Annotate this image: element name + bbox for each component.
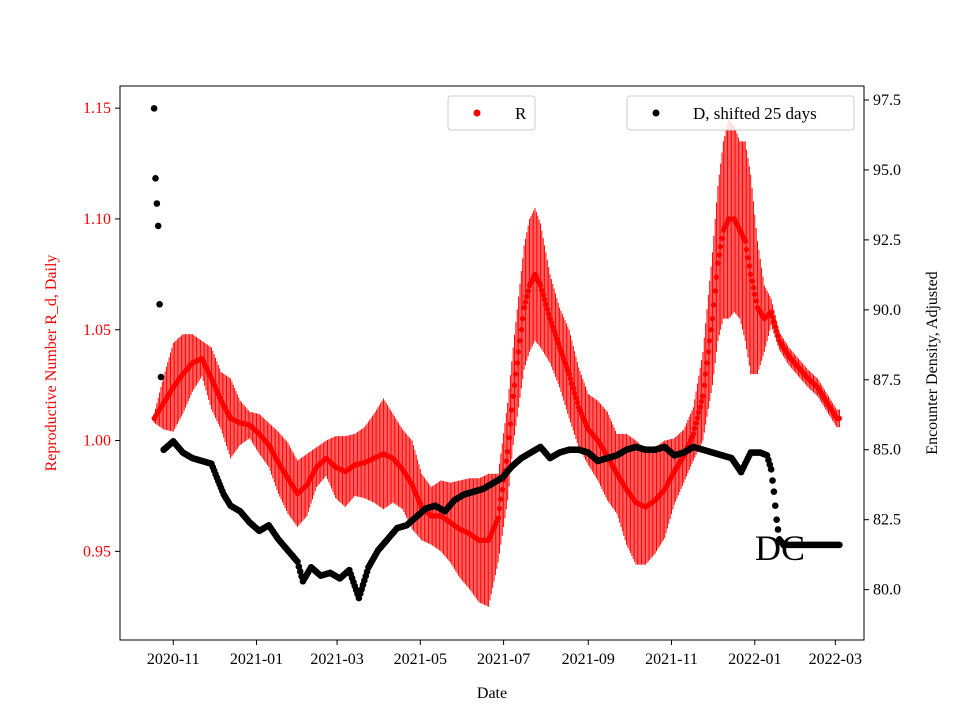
left-axis-label: Reproductive Number R_d, Daily: [43, 255, 60, 472]
x-tick-label: 2022-03: [809, 651, 862, 668]
legend-d-label: D, shifted 25 days: [693, 104, 817, 123]
legend-r-marker: [474, 110, 481, 117]
right-tick-label: 95.0: [873, 162, 901, 179]
x-tick-label: 2021-11: [645, 651, 698, 668]
d-point: [154, 200, 161, 207]
d-point: [773, 516, 780, 523]
x-axis-label: Date: [477, 685, 507, 702]
legend-d: D, shifted 25 days: [627, 96, 854, 130]
dc-annotation: DC: [755, 528, 805, 568]
left-tick-label: 1.15: [83, 100, 111, 117]
chart: 0.95 1.00 1.05 1.10 1.15 80.0 82.5 85.0 87.5 90.…: [0, 0, 960, 720]
d-point: [158, 374, 165, 381]
right-tick-label: 92.5: [873, 232, 901, 249]
right-axis-label: Encounter Density, Adjusted: [924, 271, 941, 454]
x-tick-label: 2021-07: [477, 651, 530, 668]
left-tick-label: 1.10: [83, 211, 111, 228]
x-tick-label: 2021-05: [394, 651, 447, 668]
r-point: [837, 416, 842, 421]
right-tick-label: 82.5: [873, 512, 901, 529]
x-axis: 2020-11 2021-01 2021-03 2021-05 2021-07 2021-…: [147, 640, 862, 668]
d-point: [768, 466, 775, 473]
right-tick-label: 97.5: [873, 92, 901, 109]
d-point: [772, 502, 779, 509]
d-point: [156, 301, 163, 308]
d-point: [836, 542, 843, 549]
left-tick-label: 1.05: [83, 322, 111, 339]
x-tick-label: 2021-03: [310, 651, 363, 668]
right-tick-label: 90.0: [873, 302, 901, 319]
d-point: [771, 488, 778, 495]
d-point: [152, 175, 159, 182]
x-tick-label: 2021-09: [562, 651, 615, 668]
left-tick-label: 1.00: [83, 433, 111, 450]
d-point: [155, 223, 162, 230]
legend-r: R: [448, 96, 535, 130]
legend-d-marker: [653, 110, 660, 117]
right-tick-label: 80.0: [873, 582, 901, 599]
left-axis: 0.95 1.00 1.05 1.10 1.15: [83, 100, 120, 560]
right-tick-label: 87.5: [873, 372, 901, 389]
r-series: [152, 119, 842, 607]
d-point: [151, 105, 158, 112]
x-tick-label: 2021-01: [230, 651, 283, 668]
x-tick-label: 2022-01: [728, 651, 781, 668]
right-axis: 80.0 82.5 85.0 87.5 90.0 92.5 95.0 97.5: [864, 92, 901, 599]
x-tick-label: 2020-11: [147, 651, 200, 668]
right-tick-label: 85.0: [873, 442, 901, 459]
left-tick-label: 0.95: [83, 543, 111, 560]
legend-r-label: R: [515, 104, 527, 123]
d-point: [769, 477, 776, 484]
